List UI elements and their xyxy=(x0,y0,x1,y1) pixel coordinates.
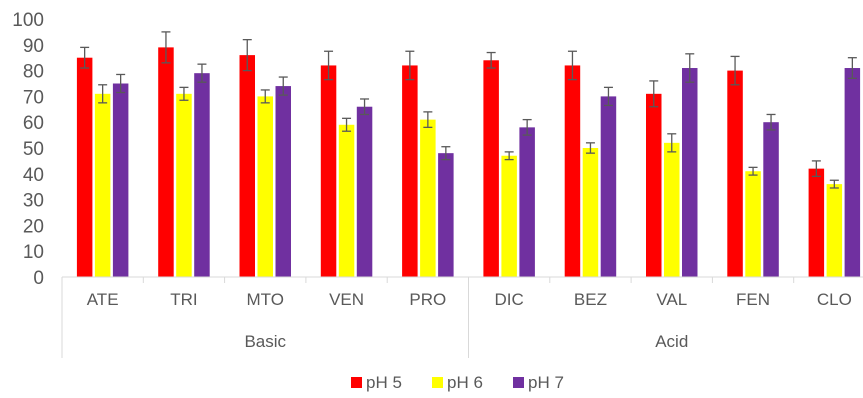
error-bar-ph7-fen xyxy=(766,113,776,131)
error-bar-ph6-ate xyxy=(98,84,108,104)
error-bar-ph6-tri xyxy=(179,86,189,101)
error-bar-ph7-val xyxy=(685,53,695,83)
bar-ph5-fen xyxy=(727,70,743,277)
error-bar-ph5-mto xyxy=(242,38,252,72)
x-category-label: VEN xyxy=(329,290,364,309)
error-bar-ph6-bez xyxy=(585,142,595,154)
legend-label: pH 6 xyxy=(447,373,483,392)
legend-label: pH 7 xyxy=(528,373,564,392)
x-category-label: TRI xyxy=(170,290,197,309)
y-tick-label: 30 xyxy=(23,191,44,212)
error-bar-ph7-dic xyxy=(522,118,532,136)
legend-swatch xyxy=(432,377,443,388)
x-category-label: PRO xyxy=(409,290,446,309)
bar-ph6-val xyxy=(664,142,680,277)
y-tick-label: 80 xyxy=(23,62,44,83)
bar-ph7-pro xyxy=(438,153,454,277)
error-bar-ph6-mto xyxy=(260,89,270,104)
error-bar-ph7-tri xyxy=(197,63,207,83)
y-tick-label: 0 xyxy=(33,268,44,289)
x-category-label: BEZ xyxy=(574,290,607,309)
x-category-label: ATE xyxy=(87,290,119,309)
bar-ph7-ate xyxy=(112,83,129,277)
error-bar-ph6-ven xyxy=(342,117,352,132)
bar-ph5-pro xyxy=(402,65,418,277)
error-bar-ph7-clo xyxy=(847,57,857,79)
bar-ph6-dic xyxy=(501,155,517,277)
group-label-acid: Acid xyxy=(655,332,688,351)
bar-ph6-mto xyxy=(257,96,273,278)
x-category-label: FEN xyxy=(736,290,770,309)
y-tick-label: 10 xyxy=(23,242,44,263)
bar-ph6-clo xyxy=(826,184,843,277)
error-bar-ph5-bez xyxy=(567,50,577,81)
legend-swatch xyxy=(513,377,524,388)
bar-ph7-fen xyxy=(763,122,779,277)
legend-item-ph5: pH 5 xyxy=(351,373,402,392)
group-label-basic: Basic xyxy=(244,332,286,351)
bar-ph7-bez xyxy=(600,96,617,278)
error-bar-ph5-fen xyxy=(730,55,740,86)
bar-ph7-dic xyxy=(519,127,535,277)
bar-ph6-fen xyxy=(745,171,761,277)
y-tick-label: 50 xyxy=(23,139,44,160)
bar-ph5-ate xyxy=(76,57,93,278)
x-category-label: VAL xyxy=(656,290,687,309)
error-bar-ph6-val xyxy=(667,133,677,153)
error-bar-ph7-ate xyxy=(116,73,126,94)
error-bar-ph6-dic xyxy=(504,151,514,161)
y-tick-label: 90 xyxy=(23,36,44,57)
error-bars xyxy=(80,31,857,189)
bars xyxy=(76,47,861,278)
bar-ph7-ven xyxy=(356,106,373,277)
x-category-label: MTO xyxy=(247,290,284,309)
bar-ph5-bez xyxy=(564,65,581,277)
error-bar-ph6-clo xyxy=(829,179,839,189)
bar-ph7-tri xyxy=(194,73,210,278)
bar-ph7-mto xyxy=(275,86,291,277)
error-bar-ph5-clo xyxy=(811,160,821,178)
error-bar-ph5-tri xyxy=(161,31,171,64)
x-category-label: DIC xyxy=(495,290,524,309)
error-bar-ph5-ven xyxy=(324,50,334,81)
y-axis-ticks: 0 10 20 30 40 50 60 70 80 90 100 xyxy=(12,10,44,289)
y-tick-label: 20 xyxy=(23,216,44,237)
error-bar-ph6-pro xyxy=(423,111,433,129)
bar-ph5-mto xyxy=(239,55,255,278)
error-bar-ph7-pro xyxy=(441,146,451,161)
bar-ph5-val xyxy=(646,93,662,277)
x-axis: ATE TRI MTO VEN PRO DIC BEZ VAL FEN CLO Basic Acid xyxy=(61,276,863,358)
bar-ph6-ate xyxy=(94,93,111,277)
legend-item-ph7: pH 7 xyxy=(513,373,564,392)
error-bar-ph6-fen xyxy=(748,166,758,176)
bar-ph5-clo xyxy=(808,168,825,277)
legend-item-ph6: pH 6 xyxy=(432,373,483,392)
legend-swatch xyxy=(351,377,362,388)
y-tick-label: 60 xyxy=(23,113,44,134)
y-tick-label: 40 xyxy=(23,165,44,186)
bar-ph5-dic xyxy=(483,60,499,277)
bar-ph5-tri xyxy=(158,47,174,277)
bar-ph6-tri xyxy=(176,93,192,277)
x-category-label: CLO xyxy=(817,290,852,309)
error-bar-ph5-ate xyxy=(80,46,90,69)
legend-label: pH 5 xyxy=(366,373,402,392)
error-bar-ph5-dic xyxy=(486,51,496,69)
error-bar-ph7-bez xyxy=(603,86,613,107)
y-tick-label: 100 xyxy=(12,10,44,31)
bar-ph6-bez xyxy=(582,148,599,277)
error-bar-ph5-val xyxy=(649,80,659,108)
error-bar-ph7-mto xyxy=(278,76,288,96)
legend: pH 5 pH 6 pH 7 xyxy=(351,373,564,392)
bar-ph5-ven xyxy=(320,65,337,277)
bar-ph6-ven xyxy=(338,124,355,277)
y-tick-label: 70 xyxy=(23,87,44,108)
bar-ph7-val xyxy=(682,68,698,278)
bar-ph7-clo xyxy=(844,68,861,278)
error-bar-ph5-pro xyxy=(405,50,415,81)
error-bar-ph7-ven xyxy=(360,98,370,116)
bar-ph6-pro xyxy=(420,119,436,278)
